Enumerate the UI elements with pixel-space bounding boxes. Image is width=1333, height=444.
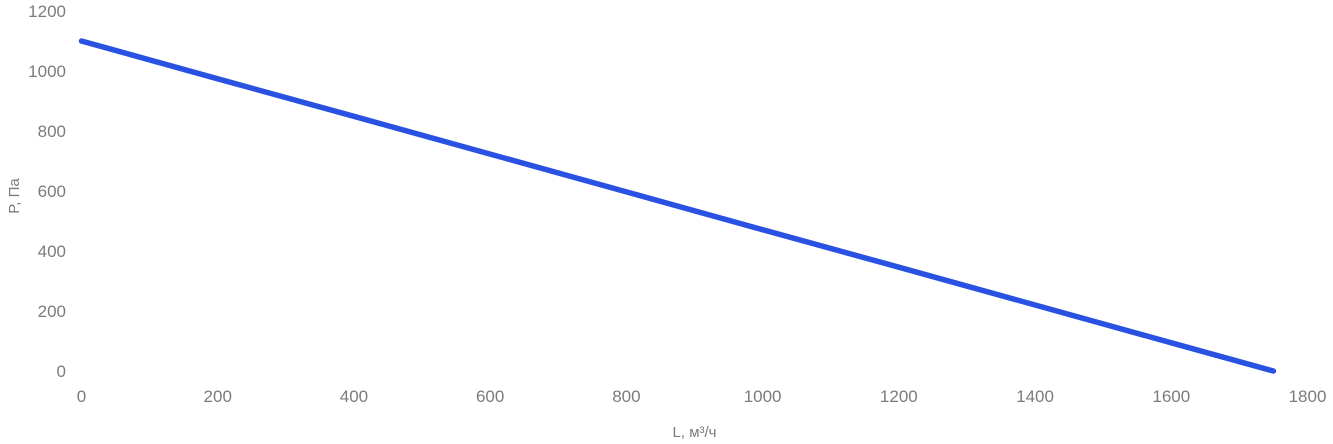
x-tick-label: 1000 <box>744 387 782 406</box>
y-tick-label: 400 <box>38 242 66 261</box>
y-tick-label: 1200 <box>28 2 66 21</box>
x-tick-label: 800 <box>612 387 640 406</box>
x-tick-label: 200 <box>204 387 232 406</box>
y-tick-label: 200 <box>38 302 66 321</box>
x-tick-label: 1800 <box>1289 387 1327 406</box>
y-tick-label: 600 <box>38 182 66 201</box>
x-tick-label: 400 <box>340 387 368 406</box>
y-tick-label: 800 <box>38 122 66 141</box>
x-tick-label: 1600 <box>1152 387 1190 406</box>
y-tick-label: 0 <box>57 362 66 381</box>
x-tick-label: 600 <box>476 387 504 406</box>
y-tick-label: 1000 <box>28 62 66 81</box>
x-tick-label: 0 <box>77 387 86 406</box>
x-axis-title: L, м³/ч <box>673 424 717 441</box>
x-tick-label: 1400 <box>1016 387 1054 406</box>
y-axis-title: P, Па <box>6 178 23 214</box>
pressure-flow-curve-line <box>78 38 1277 374</box>
x-tick-label: 1200 <box>880 387 918 406</box>
